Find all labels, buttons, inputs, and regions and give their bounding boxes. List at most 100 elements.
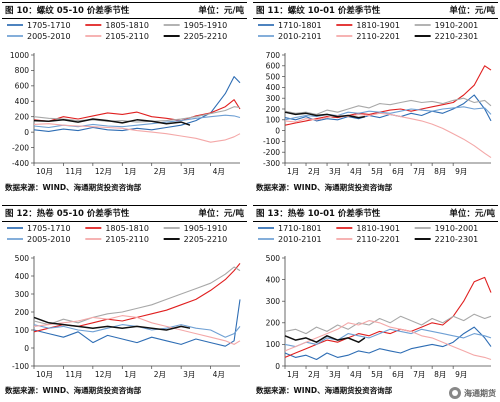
y-tick-label: 400 [266, 83, 281, 92]
legend-label: 2210-2301 [435, 235, 479, 244]
chart-unit: 单位：元/吨 [198, 209, 244, 219]
chart-panel-0: 图 10：螺纹 05-10 价差季节性 单位：元/吨 1705-1710 1805… [2, 2, 247, 198]
x-tick-label: 10月 [36, 370, 53, 379]
legend-label: 1810-1901 [356, 224, 400, 233]
x-tick-label: 3月 [329, 167, 341, 176]
series-line-2210-2301 [284, 111, 366, 119]
y-tick-label: 300 [15, 290, 30, 299]
chart-unit: 单位：元/吨 [198, 6, 244, 16]
y-tick-label: 200 [266, 319, 281, 328]
source-note: 数据来源：WIND、海通期货投资咨询部 [5, 386, 142, 395]
y-tick-label: 200 [266, 105, 281, 114]
x-tick-label: 2月 [154, 370, 166, 379]
x-tick-label: 7月 [413, 167, 425, 176]
series-line-1805-1810 [33, 99, 241, 122]
series-line-2105-2110 [33, 123, 241, 143]
y-tick-label: -300 [263, 159, 280, 168]
y-tick-label: 100 [266, 116, 281, 125]
legend-label: 2205-2210 [184, 235, 228, 244]
legend-label: 2010-2101 [278, 32, 322, 41]
x-tick-label: 12月 [95, 370, 112, 379]
x-tick-label: 9月 [455, 370, 467, 379]
y-tick-label: 100 [266, 340, 281, 349]
chart-unit: 单位：元/吨 [449, 6, 495, 16]
y-tick-label: 0 [275, 126, 280, 135]
x-tick-label: 2月 [154, 167, 166, 176]
series-line-1905-1910 [33, 106, 241, 123]
y-tick-label: -200 [263, 148, 280, 157]
line-chart: 1710-1801 1810-1901 1910-2001 2010-2101 2110… [258, 21, 492, 176]
chart-header: 图 13：热卷 10-01 价差季节性 单位：元/吨 [253, 205, 498, 222]
y-tick-label: 400 [266, 275, 281, 284]
source-note: 数据来源：WIND、海通期货投资咨询部 [256, 183, 393, 192]
legend-label: 2210-2301 [435, 32, 479, 41]
source-note: 数据来源：WIND、海通期货投资咨询部 [5, 183, 142, 192]
y-tick-label: -200 [12, 143, 29, 152]
legend-label: 2110-2201 [356, 235, 400, 244]
y-tick-label: 600 [266, 62, 281, 71]
series-line-1705-1710 [33, 299, 241, 347]
chart-title: 图 13：热卷 10-01 价差季节性 [256, 209, 381, 219]
x-tick-label: 4月 [213, 370, 225, 379]
x-tick-label: 11月 [65, 167, 82, 176]
line-chart: 1710-1801 1810-1901 1910-2001 2010-2101 2110… [258, 224, 492, 379]
x-tick-label: 2月 [308, 370, 320, 379]
chart-unit: 单位：元/吨 [449, 209, 495, 219]
y-tick-label: -100 [263, 137, 280, 146]
chart-header: 图 11：螺纹 10-01 价差季节性 单位：元/吨 [253, 2, 498, 19]
series-line-1905-1910 [33, 266, 241, 326]
series-line-1810-1901 [284, 65, 492, 126]
x-tick-label: 4月 [213, 167, 225, 176]
y-tick-label: 200 [15, 113, 30, 122]
line-chart: 1705-1710 1805-1810 1905-1910 2005-2010 2105… [7, 21, 241, 176]
x-tick-label: 3月 [183, 370, 195, 379]
chart-title: 图 12：热卷 05-10 价差季节性 [5, 209, 130, 219]
legend-label: 1905-1910 [184, 21, 228, 30]
legend-label: 1910-2001 [435, 224, 479, 233]
x-tick-label: 5月 [371, 370, 383, 379]
y-tick-label: 0 [275, 362, 280, 371]
y-tick-label: 0 [24, 128, 29, 137]
chart-title: 图 10：螺纹 05-10 价差季节性 [5, 6, 130, 16]
series-line-2205-2210 [33, 118, 191, 126]
legend-label: 1710-1801 [278, 224, 322, 233]
x-tick-label: 3月 [183, 167, 195, 176]
x-tick-label: 6月 [392, 370, 404, 379]
x-tick-label: 10月 [36, 167, 53, 176]
x-tick-label: 8月 [434, 370, 446, 379]
y-tick-label: 800 [15, 66, 30, 75]
y-tick-label: 400 [15, 97, 30, 106]
series-line-1710-1801 [284, 326, 492, 361]
x-tick-label: 1月 [124, 167, 136, 176]
legend-label: 1805-1810 [105, 21, 149, 30]
legend-label: 2110-2201 [356, 32, 400, 41]
y-tick-label: 1000 [10, 51, 29, 60]
x-tick-label: 7月 [413, 370, 425, 379]
chart-panel-2: 图 12：热卷 05-10 价差季节性 单位：元/吨 1705-1710 1805… [2, 205, 247, 401]
chart-panel-3: 图 13：热卷 10-01 价差季节性 单位：元/吨 1710-1801 1810… [253, 205, 498, 401]
y-tick-label: -400 [12, 159, 29, 168]
x-tick-label: 4月 [350, 370, 362, 379]
x-tick-label: 8月 [434, 167, 446, 176]
legend-label: 2005-2010 [27, 235, 71, 244]
legend-label: 1805-1810 [105, 224, 149, 233]
series-line-2205-2210 [33, 316, 191, 331]
wechat-logo-icon [449, 387, 461, 399]
y-tick-label: 600 [15, 82, 30, 91]
series-line-1705-1710 [33, 76, 241, 132]
x-tick-label: 1月 [124, 370, 136, 379]
x-tick-label: 6月 [392, 167, 404, 176]
chart-header: 图 12：热卷 05-10 价差季节性 单位：元/吨 [2, 205, 247, 222]
legend-label: 2010-2101 [278, 235, 322, 244]
x-tick-label: 9月 [455, 167, 467, 176]
x-tick-label: 1月 [287, 167, 299, 176]
series-line-1805-1810 [33, 263, 241, 333]
legend-label: 1905-1910 [184, 224, 228, 233]
series-line-2210-2301 [284, 335, 366, 343]
legend-label: 2005-2010 [27, 32, 71, 41]
chart-title: 图 11：螺纹 10-01 价差季节性 [256, 6, 381, 16]
y-tick-label: 700 [266, 51, 281, 60]
series-line-2010-2101 [284, 106, 492, 121]
legend-label: 1705-1710 [27, 224, 71, 233]
series-line-1910-2001 [284, 97, 492, 115]
